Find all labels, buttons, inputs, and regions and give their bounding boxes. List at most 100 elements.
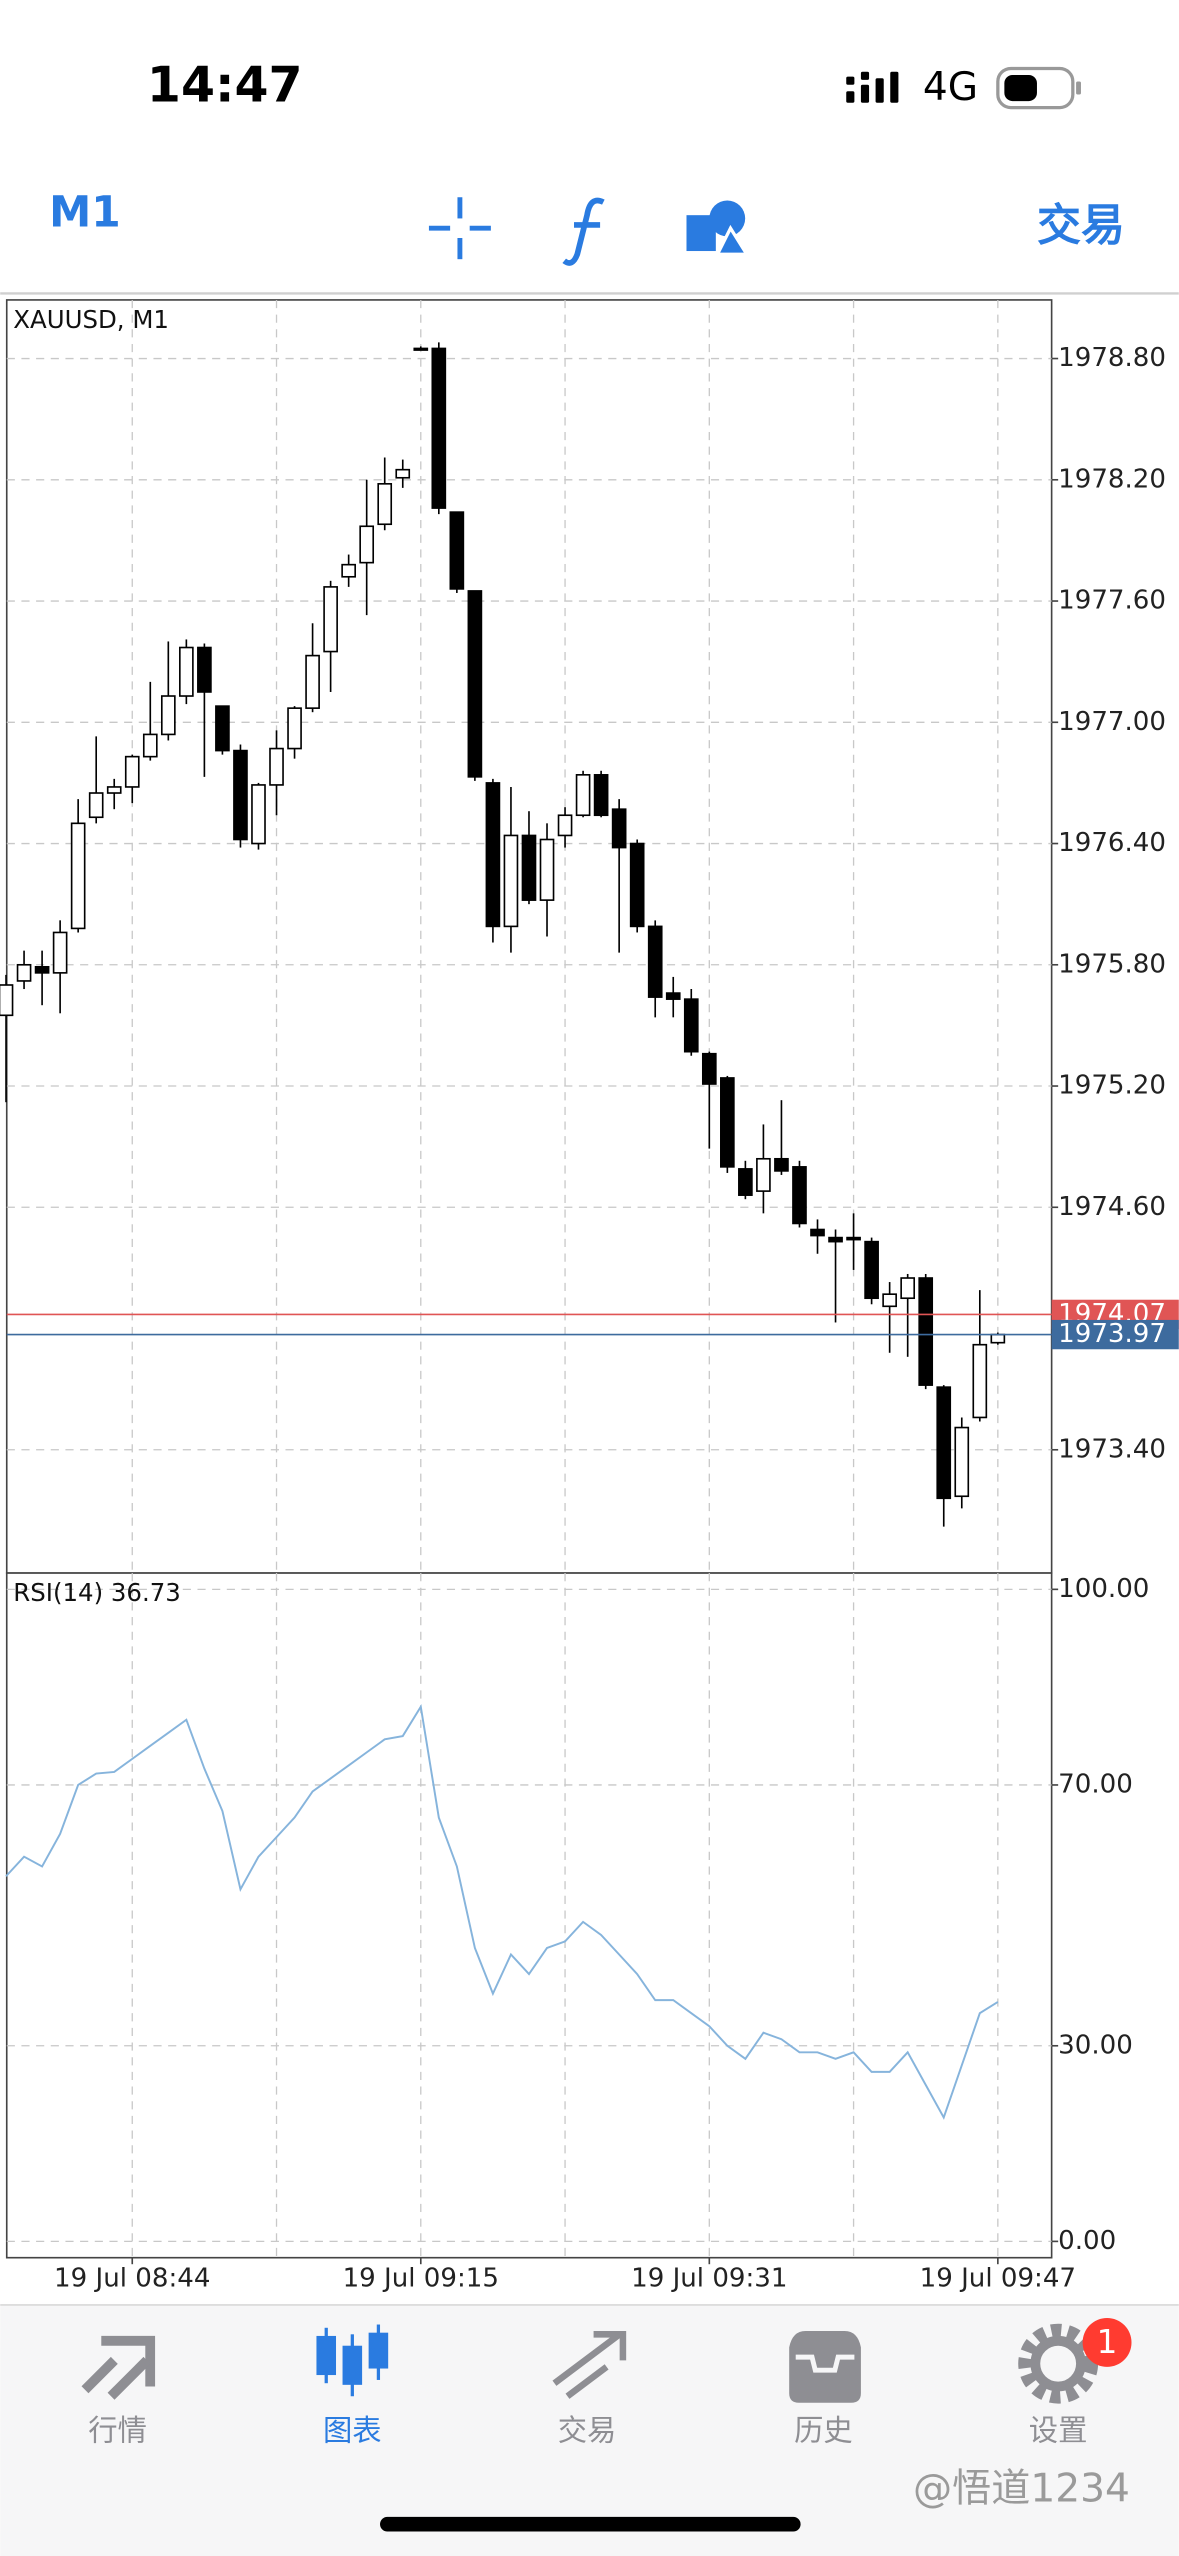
- tab-label[interactable]: 行情: [88, 2414, 147, 2448]
- crosshair-button[interactable]: [428, 197, 491, 260]
- candle-body: [52, 931, 68, 974]
- pane-frame: [5, 1572, 1053, 2259]
- candle-body: [34, 965, 50, 974]
- candle-body: [900, 1277, 916, 1300]
- candle-body: [521, 834, 537, 901]
- x-tick-label: 19 Jul 09:31: [631, 2263, 787, 2293]
- candle-body: [16, 963, 32, 982]
- candle-body: [160, 695, 176, 736]
- price-tag-label: 1973.97: [1058, 1319, 1166, 1349]
- candle-body: [792, 1166, 807, 1225]
- badge-count: 1: [1097, 2323, 1118, 2361]
- candle-body: [179, 646, 194, 697]
- candle-body: [395, 468, 411, 479]
- y-tick-label: 1975.80: [1058, 949, 1166, 979]
- chart-tab-icon[interactable]: [316, 2324, 389, 2397]
- battery-icon: [996, 66, 1081, 110]
- pane-title: RSI(14) 36.73: [13, 1578, 181, 1607]
- y-tick-label: 70.00: [1058, 1769, 1133, 1799]
- candle-body: [936, 1386, 952, 1500]
- y-tick-label: 1975.20: [1058, 1071, 1166, 1101]
- tab-label[interactable]: 交易: [558, 2414, 617, 2448]
- candle-body: [197, 646, 212, 693]
- candle-body: [124, 755, 140, 788]
- y-tick-label: 0.00: [1058, 2226, 1116, 2256]
- history-tab-icon[interactable]: [789, 2331, 861, 2403]
- candle-body: [341, 563, 356, 578]
- tab-bar: [0, 2304, 1179, 2556]
- x-tick-label: 19 Jul 09:15: [343, 2263, 499, 2293]
- candle-body: [233, 749, 248, 841]
- candle-body: [954, 1426, 970, 1498]
- candle-body: [647, 925, 663, 998]
- candle-body: [990, 1333, 1006, 1344]
- candle-body: [503, 834, 519, 928]
- price-tag: [1051, 1319, 1179, 1350]
- candle-body: [142, 733, 158, 758]
- candle-body: [485, 782, 501, 928]
- candle-body: [467, 590, 483, 778]
- trade-button[interactable]: 交易: [1037, 200, 1125, 251]
- candle-body: [215, 705, 230, 752]
- quotes-tab-icon[interactable]: [81, 2335, 156, 2400]
- candle-body: [539, 838, 555, 901]
- candle-body: [774, 1157, 789, 1172]
- badge: [1082, 2318, 1132, 2367]
- indicator-button[interactable]: [562, 197, 605, 266]
- home-indicator: [380, 2516, 801, 2532]
- candle-body: [251, 784, 266, 845]
- watermark: @悟道1234: [913, 2466, 1130, 2511]
- y-tick-label: 1977.00: [1058, 707, 1166, 737]
- pane-title: XAUUSD, M1: [13, 305, 169, 334]
- candle-body: [377, 483, 393, 526]
- candle-body: [287, 707, 302, 750]
- y-tick-label: 1976.40: [1058, 828, 1166, 858]
- candle-body: [864, 1240, 879, 1300]
- candle-body: [359, 525, 375, 564]
- candle-body: [810, 1228, 825, 1237]
- candle-body: [738, 1168, 753, 1196]
- y-tick-label: 1978.80: [1058, 343, 1166, 373]
- y-tick-label: 1977.60: [1058, 586, 1166, 616]
- x-tick-label: 19 Jul 09:47: [920, 2263, 1076, 2293]
- candle-body: [70, 822, 86, 930]
- y-tick-label: 30.00: [1058, 2030, 1133, 2060]
- candle-body: [972, 1343, 988, 1419]
- tab-label[interactable]: 历史: [794, 2414, 853, 2448]
- candle-body: [918, 1277, 934, 1386]
- status-time: 14:47: [147, 57, 303, 114]
- tab-label[interactable]: 设置: [1029, 2414, 1088, 2448]
- candle-body: [449, 511, 465, 590]
- chart-area: 1978.80 1978.20 1977.60 1977.00 1976.40 1975.…: [0, 299, 1179, 2293]
- y-tick-label: 1973.40: [1058, 1434, 1166, 1464]
- candle-body: [106, 786, 122, 794]
- rsi-line: [5, 1703, 999, 2120]
- y-tick-label: 1978.20: [1058, 464, 1166, 494]
- tab-label[interactable]: 图表: [323, 2414, 382, 2448]
- tab-labels: 行情 图表 交易 历史 设置: [88, 2414, 1087, 2448]
- candle-body: [323, 586, 338, 653]
- candle-body: [756, 1157, 771, 1192]
- y-tick-label: 100.00: [1058, 1574, 1149, 1604]
- x-tick-label: 19 Jul 08:44: [54, 2263, 210, 2293]
- timeframe-button[interactable]: M1: [49, 188, 121, 237]
- candle-body: [305, 654, 320, 709]
- candle-body: [683, 998, 699, 1053]
- candle-body: [846, 1236, 861, 1241]
- candle-body: [593, 774, 609, 817]
- candle-body: [720, 1077, 735, 1168]
- candle-body: [431, 347, 447, 509]
- candle-body: [611, 808, 627, 849]
- objects-button[interactable]: [686, 200, 750, 256]
- pane-frame: [5, 299, 1053, 1574]
- network-label: 4G: [923, 65, 978, 110]
- candle-body: [413, 347, 429, 351]
- settings-tab-icon[interactable]: [1018, 2323, 1099, 2404]
- candle-body: [575, 774, 591, 817]
- candle-body: [629, 842, 645, 928]
- y-tick-label: 1974.60: [1058, 1192, 1166, 1222]
- trade-tab-icon[interactable]: [552, 2331, 627, 2399]
- candle-body: [882, 1293, 897, 1308]
